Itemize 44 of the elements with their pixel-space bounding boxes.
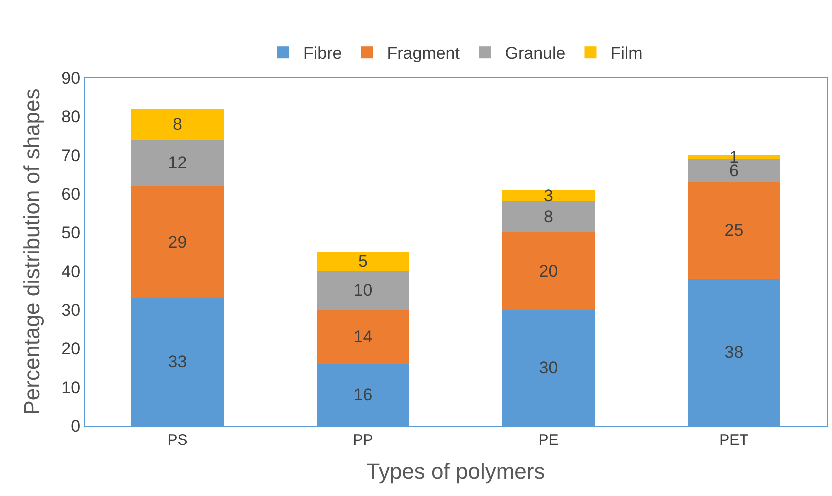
x-tick-label: PS [168,432,188,449]
data-label: 3 [544,186,554,206]
y-tick-label: 90 [62,68,81,88]
bar [131,140,224,186]
x-tick-label: PE [538,432,559,449]
x-tick-label: PET [720,432,749,449]
data-label: 5 [358,252,368,272]
y-tick-label: 70 [62,146,81,166]
bar [502,190,596,202]
data-label: 33 [168,352,188,372]
y-tick-label: 40 [62,262,81,282]
bar [502,202,596,233]
legend-label: Film [610,44,643,64]
x-axis-title: Types of polymers [366,458,546,484]
data-label: 14 [354,328,373,347]
y-tick-label: 80 [62,108,81,127]
legend-label: Granule [505,44,566,64]
data-label: 16 [354,386,373,405]
y-tick-label: 30 [62,300,81,320]
legend-label: Fibre [304,44,342,64]
bar [688,182,781,280]
data-label: 38 [724,343,744,362]
y-tick-label: 0 [71,416,81,436]
legend-label: Fragment [387,44,460,64]
bar [316,271,410,310]
data-label: 10 [354,281,373,300]
x-tick-label: PP [353,432,374,449]
bar [502,232,596,310]
bar [131,108,224,140]
y-tick-label: 60 [62,184,81,204]
bar [131,186,224,298]
data-label: 20 [539,262,558,281]
data-label: 30 [539,358,558,378]
bar [316,252,410,272]
y-tick-label: 20 [62,340,81,359]
y-axis-title: Percentage distribution of shapes [19,88,44,416]
data-label: 8 [173,114,182,134]
data-label: 8 [544,208,554,227]
y-tick-label: 50 [62,224,81,243]
data-label: 25 [724,221,744,240]
bar [316,310,410,364]
data-label: 12 [168,154,188,173]
y-tick-label: 10 [62,378,81,398]
data-label: 29 [168,232,188,252]
